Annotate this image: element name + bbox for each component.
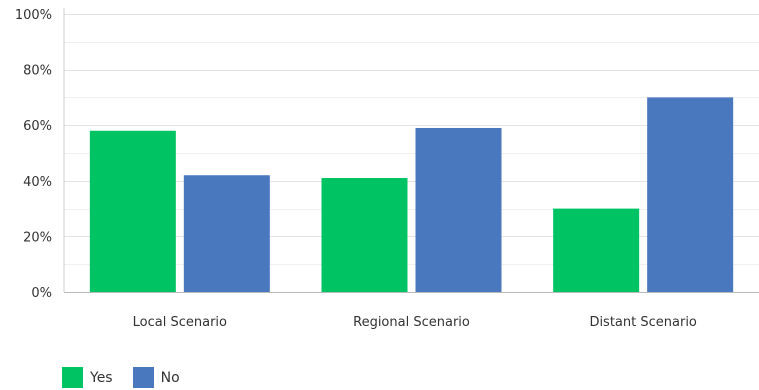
bar-no-2[interactable] xyxy=(415,127,502,292)
legend-label-yes: Yes xyxy=(90,369,113,386)
bar-no-1[interactable] xyxy=(183,175,270,292)
bar-chart: 0% 20% 40% 60% 80% 100% Local Scenario Regiona… xyxy=(15,8,759,330)
y-tick-label: 40% xyxy=(23,175,52,190)
legend-label-no: No xyxy=(160,369,180,386)
bar-yes-2[interactable] xyxy=(321,178,408,292)
x-axis: Local Scenario Regional Scenario Distant S… xyxy=(133,315,697,330)
bar-yes-1[interactable] xyxy=(89,130,176,292)
legend-swatch-yes xyxy=(62,367,83,388)
bar-yes-3[interactable] xyxy=(553,208,640,292)
x-category-label: Regional Scenario xyxy=(353,315,470,330)
y-axis: 0% 20% 40% 60% 80% 100% xyxy=(15,8,65,301)
legend-item-no[interactable]: No xyxy=(132,367,180,388)
y-tick-label: 100% xyxy=(15,8,52,23)
y-tick-label: 80% xyxy=(23,64,52,79)
y-tick-label: 0% xyxy=(31,286,52,301)
bars xyxy=(89,97,734,293)
y-tick-label: 60% xyxy=(23,119,52,134)
legend-swatch-no xyxy=(132,367,154,388)
x-category-label: Local Scenario xyxy=(133,315,227,330)
legend: Yes No xyxy=(62,367,200,388)
y-tick-label: 20% xyxy=(23,230,52,245)
legend-item-yes[interactable]: Yes xyxy=(62,367,113,388)
gridlines xyxy=(64,14,759,293)
bar-no-3[interactable] xyxy=(647,97,734,293)
x-category-label: Distant Scenario xyxy=(589,315,696,330)
